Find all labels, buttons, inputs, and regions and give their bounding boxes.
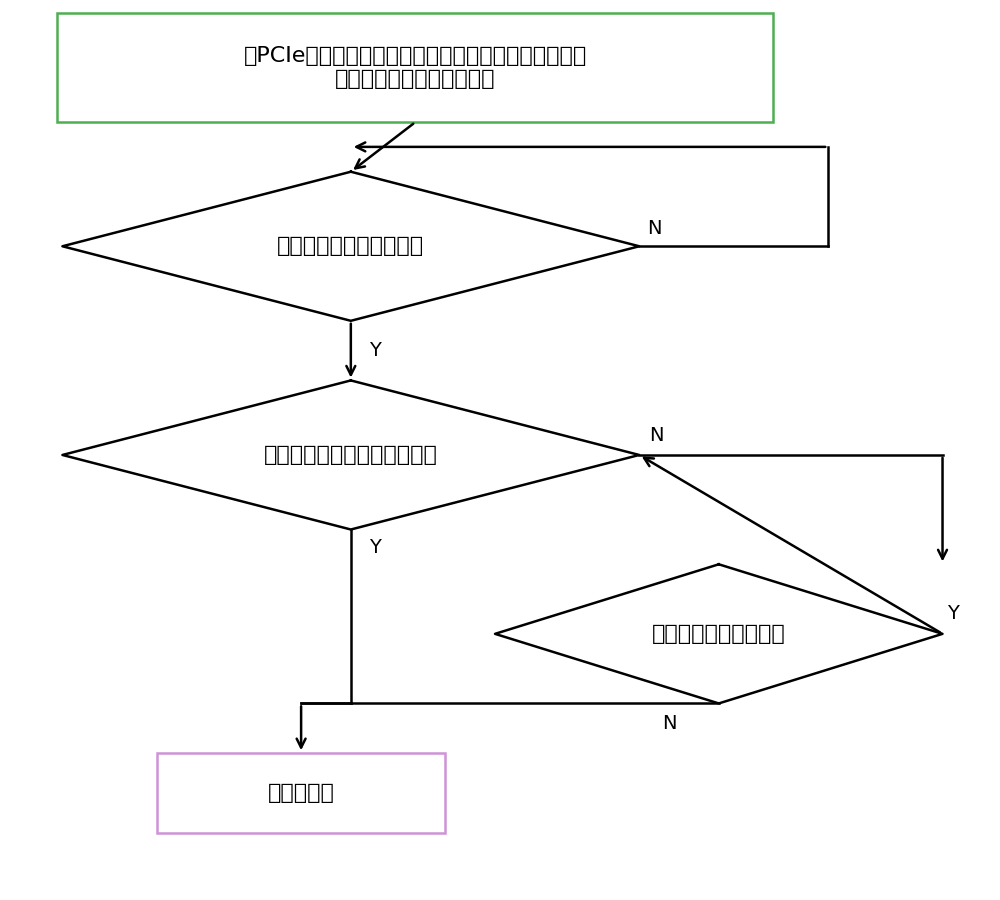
Bar [157,753,445,832]
Text: N: N [662,714,676,733]
Text: Y: Y [369,538,381,557]
Text: N: N [649,426,664,445]
Text: Y: Y [948,605,959,624]
Text: Y: Y [369,341,381,360]
Text: 在PCIe空间划分出管理区和资源池，资源池内包括若干
连接发送端和接收端的信道: 在PCIe空间划分出管理区和资源池，资源池内包括若干 连接发送端和接收端的信道 [244,46,587,89]
Text: 释放该信道: 释放该信道 [268,783,335,803]
Text: 是否有信道停止写入数据: 是否有信道停止写入数据 [277,237,424,256]
Text: N: N [647,219,662,238]
Text: 是否有强制释放该信道的请求: 是否有强制释放该信道的请求 [264,445,438,465]
Text: 该信道中是否还有数据: 该信道中是否还有数据 [652,624,786,644]
Bar [57,13,773,122]
